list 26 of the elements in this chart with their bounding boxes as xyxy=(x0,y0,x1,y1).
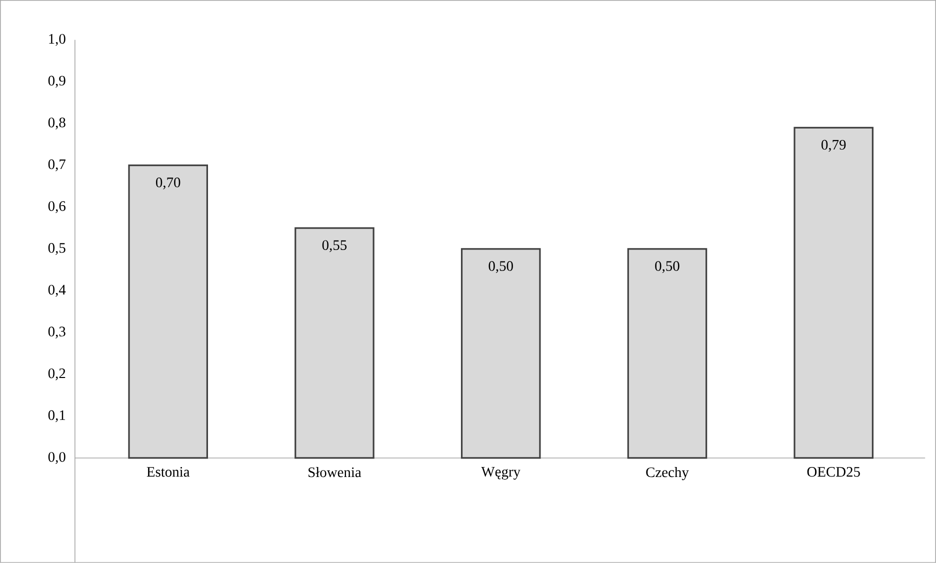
y-tick-label: 0,3 xyxy=(48,326,66,339)
y-tick-label: 0,9 xyxy=(48,76,66,88)
bar xyxy=(128,164,208,459)
data-label: 0,55 xyxy=(322,240,347,252)
y-tick-label: 0,4 xyxy=(48,284,66,297)
x-tick-label: Węgry xyxy=(481,467,520,480)
data-label: 0,79 xyxy=(822,140,846,152)
y-tick-label: 0,5 xyxy=(48,243,66,255)
bar xyxy=(627,248,708,459)
data-label: 0,50 xyxy=(488,261,513,274)
y-tick-label: 0,2 xyxy=(48,368,66,380)
y-tick-label: 0,0 xyxy=(48,452,66,464)
y-tick-label: 0,1 xyxy=(48,410,66,422)
y-tick-label: 0,8 xyxy=(48,118,66,130)
data-label: 0,70 xyxy=(156,178,180,190)
y-tick-label: 0,6 xyxy=(48,201,66,214)
bar xyxy=(794,126,874,459)
bar xyxy=(294,227,374,459)
data-label: 0,50 xyxy=(655,261,680,274)
x-tick-label: OECD25 xyxy=(807,467,860,477)
y-tick-label: 1,0 xyxy=(49,34,66,46)
x-tick-label: Słowenia xyxy=(308,467,362,478)
y-tick-label: 0,7 xyxy=(48,159,66,172)
x-tick-label: Czechy xyxy=(646,467,689,480)
x-tick-label: Estonia xyxy=(146,467,190,477)
bar xyxy=(460,248,541,459)
